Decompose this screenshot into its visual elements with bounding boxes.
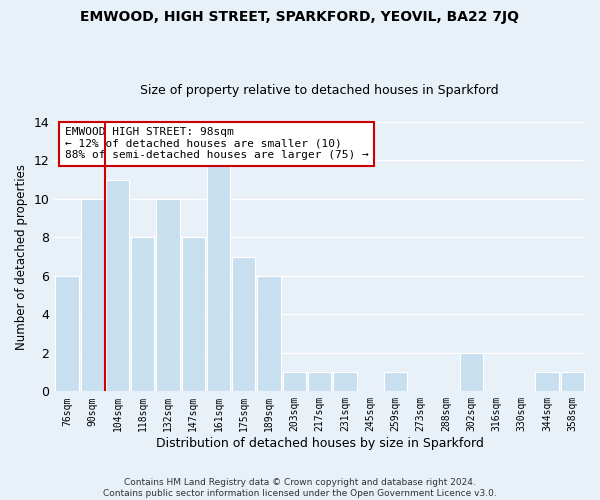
Text: EMWOOD, HIGH STREET, SPARKFORD, YEOVIL, BA22 7JQ: EMWOOD, HIGH STREET, SPARKFORD, YEOVIL, … — [80, 10, 520, 24]
Bar — [384, 372, 407, 392]
X-axis label: Distribution of detached houses by size in Sparkford: Distribution of detached houses by size … — [156, 437, 484, 450]
Bar — [460, 353, 483, 392]
Bar — [333, 372, 356, 392]
Bar — [55, 276, 79, 392]
Bar — [157, 199, 179, 392]
Y-axis label: Number of detached properties: Number of detached properties — [15, 164, 28, 350]
Bar — [535, 372, 559, 392]
Bar — [283, 372, 306, 392]
Bar — [80, 199, 104, 392]
Title: Size of property relative to detached houses in Sparkford: Size of property relative to detached ho… — [140, 84, 499, 97]
Bar — [232, 256, 256, 392]
Bar — [257, 276, 281, 392]
Bar — [308, 372, 331, 392]
Bar — [106, 180, 129, 392]
Bar — [207, 160, 230, 392]
Text: Contains HM Land Registry data © Crown copyright and database right 2024.
Contai: Contains HM Land Registry data © Crown c… — [103, 478, 497, 498]
Bar — [131, 238, 154, 392]
Bar — [561, 372, 584, 392]
Text: EMWOOD HIGH STREET: 98sqm
← 12% of detached houses are smaller (10)
88% of semi-: EMWOOD HIGH STREET: 98sqm ← 12% of detac… — [65, 127, 368, 160]
Bar — [182, 238, 205, 392]
